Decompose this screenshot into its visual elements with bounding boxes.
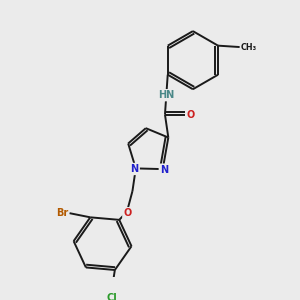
Text: N: N (130, 164, 139, 174)
Text: CH₃: CH₃ (241, 43, 257, 52)
Text: O: O (123, 208, 132, 218)
Text: HN: HN (158, 90, 174, 100)
Text: N: N (160, 165, 168, 175)
Text: Cl: Cl (106, 293, 117, 300)
Text: Br: Br (56, 208, 68, 218)
Text: O: O (187, 110, 195, 119)
